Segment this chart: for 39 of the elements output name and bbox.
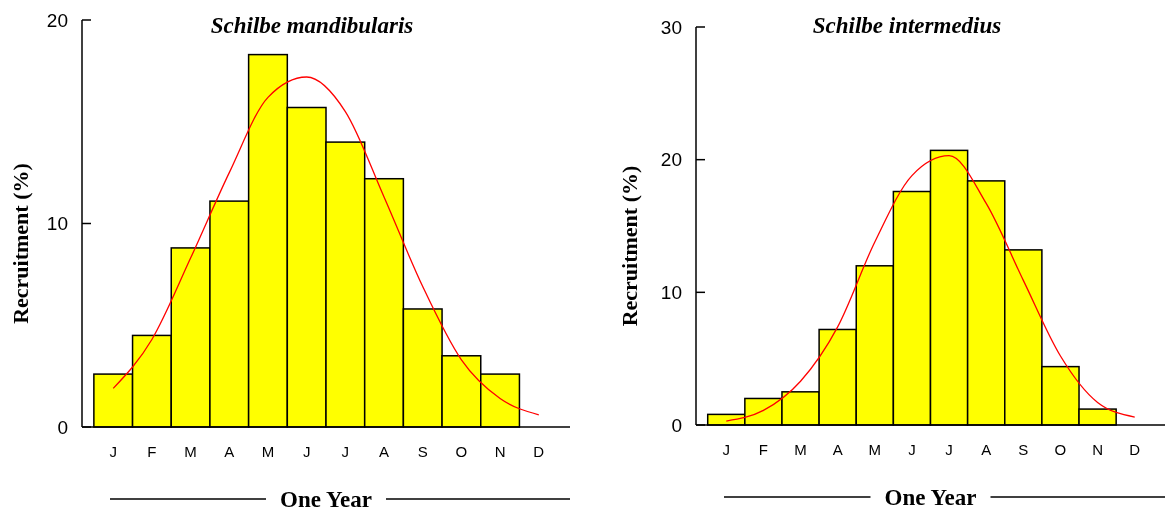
- y-tick-label: 20: [46, 9, 68, 31]
- y-tick-label: 20: [660, 149, 682, 171]
- x-tick-label: J: [341, 443, 350, 460]
- x-tick-label: D: [1129, 441, 1141, 458]
- line-series: [112, 76, 540, 416]
- x-tick-label: J: [109, 443, 117, 460]
- x-tick-label: F: [147, 443, 157, 460]
- x-tick-label: S: [417, 443, 428, 460]
- chart-title: Schilbe mandibularis: [210, 13, 414, 38]
- x-tick-label: M: [184, 443, 197, 460]
- x-axis-title: One Year: [884, 485, 977, 509]
- y-axis-title: Recruitment (%): [617, 165, 642, 327]
- x-tick-label: O: [1054, 441, 1067, 458]
- chart-title: Schilbe intermedius: [812, 13, 1002, 38]
- x-tick-label: A: [379, 443, 390, 460]
- x-tick-label: M: [868, 441, 882, 458]
- x-tick-label: F: [758, 441, 768, 458]
- line-series: [725, 155, 1136, 422]
- x-tick-label: J: [908, 441, 916, 458]
- x-tick-label: J: [722, 441, 731, 458]
- y-tick-label: 10: [46, 213, 68, 235]
- x-tick-label: J: [945, 441, 953, 458]
- x-tick-label: D: [533, 443, 545, 460]
- x-axis-title: One Year: [280, 487, 372, 509]
- y-tick-label: 30: [660, 16, 682, 38]
- x-tick-label: O: [455, 443, 468, 460]
- y-tick-label: 0: [671, 414, 682, 436]
- x-tick-label: S: [1018, 441, 1029, 458]
- y-tick-label: 10: [660, 281, 682, 303]
- y-tick-label: 0: [57, 416, 68, 438]
- x-tick-label: A: [832, 441, 843, 458]
- y-axis-title: Recruitment (%): [8, 163, 33, 324]
- x-tick-label: A: [981, 441, 992, 458]
- x-tick-label: N: [1092, 441, 1104, 458]
- x-tick-label: J: [302, 443, 311, 460]
- x-tick-label: A: [224, 443, 235, 460]
- x-tick-label: N: [494, 443, 506, 460]
- x-tick-label: M: [261, 443, 275, 460]
- x-tick-label: M: [794, 441, 807, 458]
